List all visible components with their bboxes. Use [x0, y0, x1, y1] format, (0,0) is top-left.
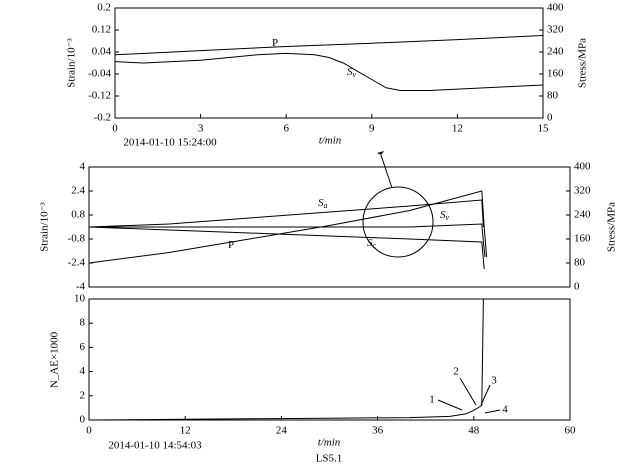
x-axis-label: t/min [318, 437, 341, 449]
x-axis-label: t/min [319, 135, 342, 147]
y-tick-label: 4 [80, 161, 86, 173]
y-tick-label: -0.8 [68, 233, 86, 245]
plot-frame [88, 298, 571, 421]
y-tick-label: 0.04 [92, 46, 112, 58]
x-tick-label: 12 [452, 123, 463, 135]
y-tick-label: -0.04 [88, 68, 111, 80]
y-tick-label: 0.12 [92, 24, 111, 36]
y-tick-label: 4 [80, 365, 86, 377]
series-line [88, 226, 485, 270]
x-tick-label: 15 [538, 123, 550, 135]
y-tick-label: -0.2 [94, 112, 111, 124]
series-line [88, 190, 488, 264]
y-tick-label: 0.8 [71, 209, 85, 221]
series-label-main: S [347, 66, 353, 78]
y-tick-label: -2.4 [68, 257, 86, 269]
series-line [89, 223, 486, 258]
annotation: 1 [429, 394, 435, 406]
x-tick-label: 9 [369, 123, 375, 135]
series-label-main: P [272, 37, 278, 49]
x-tick-label: 6 [283, 123, 289, 135]
series-label: Sc [367, 237, 377, 250]
y-tick-label: 0 [80, 414, 86, 426]
series-line [114, 52, 544, 91]
series-line [114, 35, 544, 56]
y-tick-label: -4 [76, 281, 86, 293]
series-label: Sv [440, 209, 450, 222]
y-tick-label: 6 [80, 341, 86, 353]
zoom-circle [362, 186, 434, 258]
y-tick-label: 10 [74, 293, 86, 305]
x-tick-label: 24 [276, 425, 288, 437]
y-tick-label: 0.2 [97, 2, 111, 14]
y-axis-label: Strain/10⁻³ [39, 202, 51, 252]
x-tick-label: 0 [86, 425, 92, 437]
x-tick-label: 48 [468, 425, 480, 437]
annotation: 3 [491, 375, 497, 387]
annotation: 4 [502, 404, 508, 416]
plot-frame [114, 7, 544, 119]
series-label: P [272, 37, 278, 49]
annotation: 2014-01-10 15:24:00 [123, 137, 217, 149]
y2-tick-label: 400 [574, 161, 591, 173]
series-label: Sa [318, 197, 328, 210]
series-label-main: S [367, 237, 373, 249]
y2-tick-label: 320 [547, 24, 564, 36]
series-line [88, 298, 570, 421]
y-tick-label: -0.12 [88, 90, 111, 102]
series-label: P [228, 239, 234, 251]
y2-tick-label: 80 [574, 257, 586, 269]
annotation: LS5.1 [316, 453, 343, 465]
series-label: Sv [347, 66, 357, 79]
annotation-arrows [437, 377, 501, 414]
x-tick-label: 12 [180, 425, 191, 437]
series-label-sub: c [373, 241, 377, 250]
y-axis-label: Strain/10⁻³ [66, 38, 78, 88]
series-label-main: S [318, 197, 324, 209]
annotation: 2 [453, 366, 459, 378]
y-axis-label: N_AE×1000 [49, 331, 61, 388]
y2-tick-label: 240 [574, 209, 591, 221]
x-tick-label: 36 [372, 425, 384, 437]
y2-axis-label: Stress/MPa [577, 38, 589, 88]
y2-tick-label: 160 [574, 233, 591, 245]
zoom-arrow [380, 154, 393, 189]
x-tick-label: 3 [198, 123, 204, 135]
y-tick-label: 8 [80, 317, 86, 329]
series-label-sub: v [446, 213, 450, 222]
series-label-sub: a [324, 201, 328, 210]
y2-tick-label: 80 [547, 90, 559, 102]
series-label-sub: v [353, 70, 357, 79]
y2-axis-label: Stress/MPa [606, 202, 618, 252]
y-tick-label: 2.4 [71, 185, 85, 197]
y2-tick-label: 320 [574, 185, 591, 197]
y2-tick-label: 400 [547, 2, 564, 14]
series-label-main: P [228, 239, 234, 251]
annotation: 2014-01-10 14:54:03 [108, 440, 202, 452]
y2-tick-label: 0 [547, 112, 553, 124]
series-line [88, 199, 484, 228]
x-tick-label: 0 [112, 123, 118, 135]
y2-tick-label: 0 [574, 281, 580, 293]
y-tick-label: 2 [80, 389, 86, 401]
y2-tick-label: 240 [547, 46, 564, 58]
series-label-main: S [440, 209, 446, 221]
y2-tick-label: 160 [547, 68, 564, 80]
x-tick-label: 60 [565, 425, 577, 437]
arrow-head [377, 151, 384, 155]
